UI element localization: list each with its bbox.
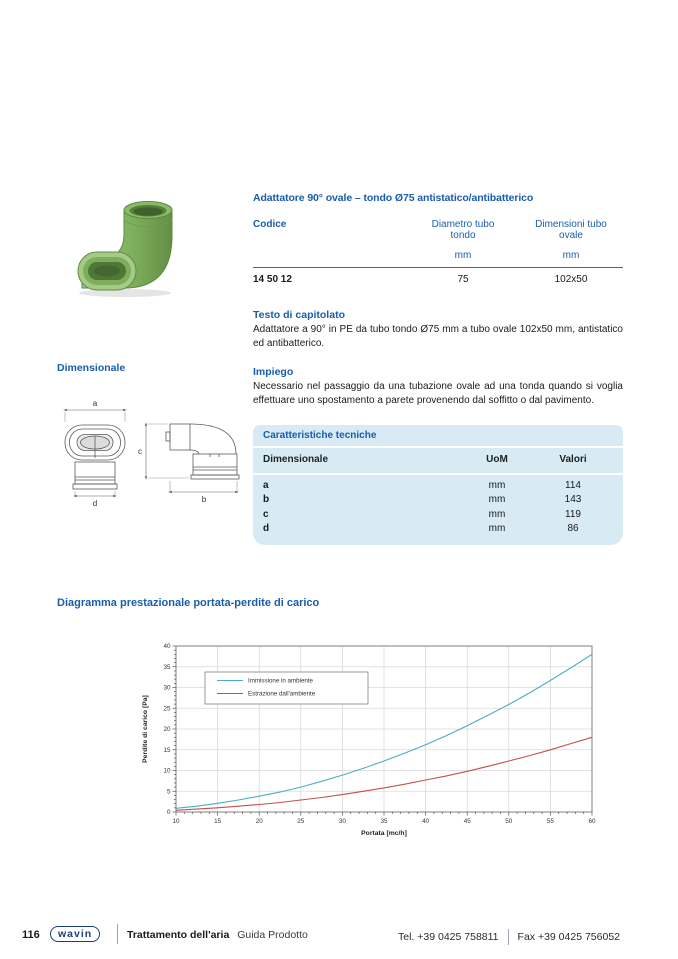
performance-chart: 10 15 20 25 30 35 40 45 50 55 60 0 5 10 15 20 25 30 35 40 Po… (142, 643, 596, 837)
codes-table: Codice Diametro tubo tondo Dimensioni tu… (253, 219, 623, 285)
tech-table-body: a mm 114 b mm 143 c mm 119 d mm 86 (253, 474, 623, 545)
curve-estrazione (175, 736, 593, 811)
x-tick-label: 30 (339, 818, 347, 825)
y-tick-label: 20 (163, 726, 171, 733)
dimensionale-title: Dimensionale (57, 362, 126, 374)
tech-row: c mm 119 (263, 508, 613, 523)
legend-box (204, 671, 369, 705)
product-photo (77, 201, 173, 297)
tech-row-value: 114 (565, 479, 581, 491)
tech-row: a mm 114 (263, 479, 613, 494)
y-tick-label: 5 (167, 788, 171, 795)
x-tick-label: 50 (505, 818, 513, 825)
side-view (165, 423, 240, 480)
col-diametro: Diametro tubo tondo (431, 219, 495, 241)
tech-row: d mm 86 (263, 522, 613, 537)
product-title: Adattatore 90° ovale – tondo Ø75 antista… (253, 192, 534, 204)
tech-row-uom: mm (488, 523, 506, 534)
tech-col-valori: Valori (559, 454, 587, 465)
chart-title: Diagramma prestazionale portata-perdite … (57, 597, 320, 609)
footer-tel-fax-divider (507, 929, 509, 945)
x-tick-label: 55 (547, 818, 555, 825)
tech-row-name: c (263, 508, 269, 520)
product-section: Adattatore 90° ovale – tondo Ø75 antista… (253, 192, 623, 545)
tech-row-name: d (263, 523, 270, 534)
tech-row-value: 119 (565, 508, 581, 520)
tech-row-name: b (263, 494, 270, 505)
y-tick-label: 35 (163, 664, 171, 671)
x-tick-label: 25 (297, 818, 305, 825)
x-tick-label: 15 (214, 818, 222, 825)
dim-label-c: c (138, 447, 142, 456)
x-tick-label: 35 (380, 818, 388, 825)
value-diametro: 75 (457, 274, 469, 285)
photo-shadow (79, 289, 171, 297)
footer-fax: Fax +39 0425 756052 (517, 931, 620, 943)
dimension-lines (63, 408, 239, 498)
x-axis-title: Portata [mc/h] (361, 830, 407, 837)
value-dimensioni: 102x50 (554, 274, 588, 285)
tech-row-value: 86 (567, 523, 579, 534)
dimensional-drawing: a d c b (63, 399, 240, 508)
page-footer: 116 wavin Trattamento dell'aria Guida Pr… (0, 920, 678, 952)
y-tick-label: 10 (163, 768, 171, 775)
col-codice: Codice (253, 219, 287, 230)
legend-label: Immissione in ambiente (248, 678, 314, 685)
y-tick-label: 15 (163, 747, 171, 754)
curve-immissione (175, 653, 593, 809)
y-tick-label: 0 (167, 809, 171, 816)
round-port-opening (133, 207, 163, 216)
y-tick-label: 30 (163, 685, 171, 692)
product-code: 14 50 12 (253, 274, 292, 285)
x-tick-label: 10 (172, 818, 180, 825)
footer-series-title: Trattamento dell'aria (127, 929, 230, 941)
impiego-title: Impiego (253, 366, 294, 378)
y-tick-label: 25 (163, 705, 171, 712)
capitolato-title: Testo di capitolato (253, 309, 345, 321)
impiego-text: Necessario nel passaggio da una tubazion… (253, 381, 623, 406)
tech-row-value: 143 (564, 494, 582, 505)
chart-container: 10 15 20 25 30 35 40 45 50 55 60 0 5 10 15 20 25 30 35 40 Po… (138, 638, 608, 851)
x-tick-label: 45 (464, 818, 472, 825)
tech-row: b mm 143 (263, 493, 613, 508)
dim-label-d: d (93, 499, 97, 508)
tech-row-name: a (263, 479, 269, 491)
dim-label-a: a (93, 399, 98, 408)
tech-col-dimensionale: Dimensionale (263, 454, 329, 465)
tech-row-uom: mm (488, 508, 506, 520)
tech-table-title: Caratteristiche tecniche (263, 430, 377, 441)
front-view (64, 424, 126, 490)
unit-mm-1: mm (454, 250, 472, 261)
y-tick-label: 40 (163, 643, 171, 650)
tech-col-uom: UoM (486, 454, 508, 465)
footer-tel: Tel. +39 0425 758811 (398, 931, 499, 943)
dim-label-b: b (202, 495, 207, 504)
table-rule (253, 267, 623, 268)
y-axis-title: Perdite di carico [Pa] (142, 695, 149, 763)
table-row: 14 50 12 75 102x50 (253, 268, 623, 285)
page-number: 116 (22, 929, 40, 941)
tech-row-uom: mm (488, 479, 506, 491)
footer-divider (117, 924, 118, 944)
tech-table: Caratteristiche tecniche Dimensionale Uo… (253, 425, 623, 545)
capitolato-text: Adattatore a 90° in PE da tubo tondo Ø75… (253, 324, 623, 349)
x-tick-label: 20 (256, 818, 264, 825)
footer-series-subtitle: Guida Prodotto (237, 929, 308, 941)
tech-row-uom: mm (488, 494, 506, 505)
x-tick-label: 40 (422, 818, 430, 825)
x-tick-label: 60 (588, 818, 596, 825)
col-dimensioni: Dimensioni tubo ovale (535, 219, 607, 241)
wavin-logo: wavin (50, 926, 101, 942)
unit-mm-2: mm (562, 250, 580, 261)
legend-label: Estrazione dall'ambiente (248, 691, 316, 698)
